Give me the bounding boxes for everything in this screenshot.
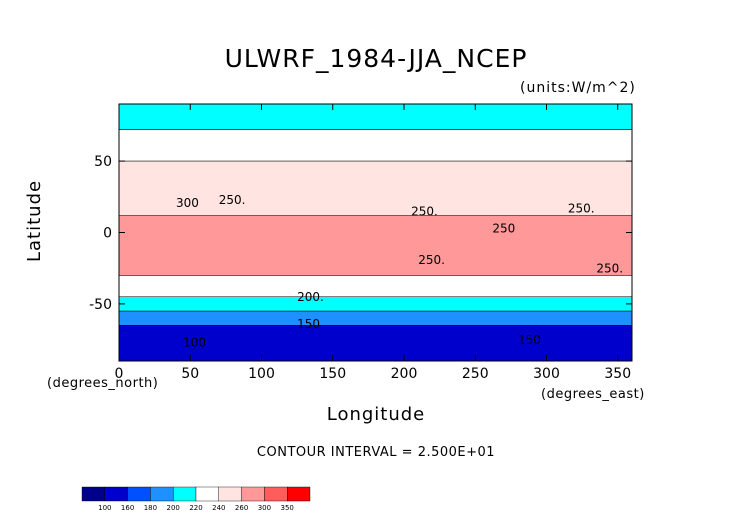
field-band-5 [119, 296, 632, 312]
y-tick-label: 50 [94, 154, 112, 170]
y-axis-unit-label: (degrees_north) [47, 376, 159, 391]
x-tick-label: 350 [604, 366, 631, 382]
colorbar: 100 160 180 200 220 240 260 300 350 [81, 486, 311, 512]
colorbar-label: 200 [167, 504, 180, 512]
plot-field [119, 104, 632, 361]
x-axis-label: Longitude [326, 404, 426, 425]
x-tick-label: 250 [462, 366, 489, 382]
colorbar-swatch [127, 486, 151, 502]
x-tick-label: 200 [391, 366, 418, 382]
colorbar-swatch [241, 486, 265, 502]
colorbar-swatch [172, 486, 197, 502]
field-band-1 [119, 129, 632, 162]
x-tick-label: 100 [248, 366, 275, 382]
colorbar-label: 220 [189, 504, 202, 512]
contour-lines [119, 129, 632, 326]
units-label: (units:W/m^2) [520, 80, 636, 96]
field-band-2 [119, 161, 632, 216]
contour-label: 300 [176, 196, 199, 210]
contour-label: 100 [183, 336, 206, 350]
colorbar-swatch [264, 486, 288, 502]
field-band-4 [119, 275, 632, 297]
chart-title: ULWRF_1984-JJA_NCEP [224, 44, 528, 73]
colorbar-label: 260 [235, 504, 248, 512]
field-band-6 [119, 311, 632, 326]
colorbar-label: 350 [281, 504, 294, 512]
contour-label: 250. [418, 253, 445, 267]
contour-labels: 300 250. 250. 250 250. 250. 250. 200. 150 150 100 [176, 193, 623, 350]
y-tick-label: -50 [89, 297, 112, 313]
y-tick-label: 0 [103, 226, 112, 242]
contour-label: 250. [219, 193, 246, 207]
colorbar-label: 100 [98, 504, 111, 512]
colorbar-swatch [81, 486, 105, 502]
x-axis-unit-label: (degrees_east) [541, 387, 645, 402]
axis-ticks: 0 50 100 150 200 250 300 350 -50 0 50 [89, 104, 632, 382]
colorbar-swatch [287, 486, 311, 502]
contour-label: 250. [411, 204, 438, 218]
x-tick-label: 50 [181, 366, 199, 382]
colorbar-label: 180 [144, 504, 157, 512]
colorbar-label: 240 [212, 504, 225, 512]
contour-label: 250. [596, 261, 623, 275]
field-band-3 [119, 215, 632, 276]
field-band-0 [119, 104, 632, 130]
colorbar-swatch [104, 486, 128, 502]
x-tick-label: 0 [115, 366, 124, 382]
contour-label: 250. [568, 202, 595, 216]
contour-label: 150 [297, 317, 320, 331]
colorbar-swatch [195, 486, 219, 502]
x-tick-label: 300 [533, 366, 560, 382]
x-tick-label: 150 [319, 366, 346, 382]
colorbar-label: 300 [258, 504, 271, 512]
colorbar-swatch [150, 486, 174, 502]
contour-label: 200. [297, 290, 324, 304]
contour-interval-text: CONTOUR INTERVAL = 2.500E+01 [256, 445, 496, 460]
colorbar-label: 160 [121, 504, 134, 512]
contour-label: 250 [492, 222, 515, 236]
contour-label: 150 [518, 333, 541, 347]
colorbar-swatch [218, 486, 242, 502]
